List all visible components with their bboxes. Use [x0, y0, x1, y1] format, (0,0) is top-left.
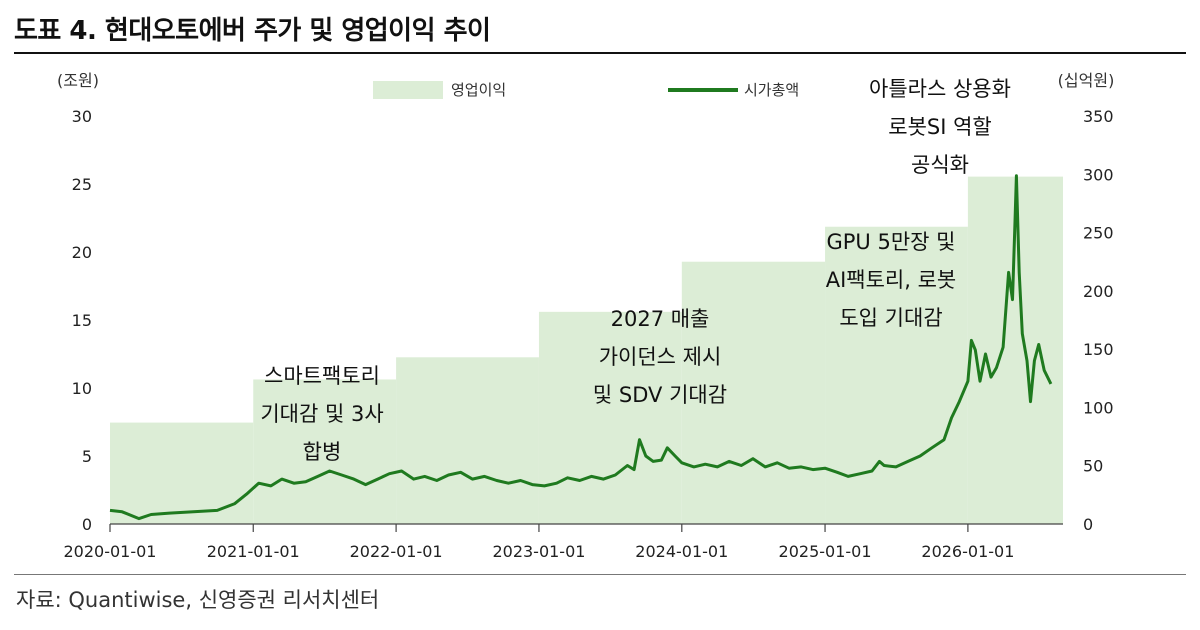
- annotation-line: AI팩토리, 로봇: [826, 268, 957, 292]
- annotation-line: 2027 매출: [611, 307, 710, 331]
- profit-step-bar: [110, 422, 254, 524]
- x-tick-label: 2020-01-01: [64, 542, 157, 561]
- right-tick-label: 300: [1083, 165, 1114, 184]
- x-tick-label: 2021-01-01: [207, 542, 300, 561]
- left-tick-label: 20: [72, 243, 92, 262]
- annotation-line: 기대감 및 3사: [260, 402, 383, 426]
- profit-step-bar: [538, 311, 682, 524]
- right-tick-label: 50: [1083, 457, 1103, 476]
- left-tick-label: 15: [72, 311, 92, 330]
- legend-line-label: 시가총액: [744, 81, 799, 99]
- right-tick-label: 0: [1083, 515, 1093, 534]
- profit-step-bar: [681, 261, 826, 524]
- annotation-line: 로봇SI 역할: [888, 115, 991, 139]
- right-axis-unit: (십억원): [1058, 71, 1115, 90]
- market-cap-path: [109, 174, 1053, 521]
- x-tick-label: 2023-01-01: [492, 542, 585, 561]
- right-tick-label: 250: [1083, 224, 1114, 243]
- legend: 영업이익 시가총액: [373, 81, 799, 99]
- annotation-line: 및 SDV 기대감: [593, 383, 727, 407]
- legend-area-swatch: [373, 81, 443, 99]
- title-divider: [14, 52, 1186, 54]
- annotation-line: 스마트팩토리: [264, 364, 380, 388]
- left-tick-label: 30: [72, 107, 92, 126]
- annotation-line: 공식화: [911, 153, 969, 177]
- annotation-line: 도입 기대감: [839, 306, 942, 330]
- left-tick-label: 0: [82, 515, 92, 534]
- x-tick-label: 2024-01-01: [635, 542, 728, 561]
- profit-step-bar: [396, 357, 539, 524]
- figure-title: 도표 4. 현대오토에버 주가 및 영업이익 추이: [14, 16, 491, 46]
- legend-area-label: 영업이익: [451, 81, 506, 99]
- left-axis-unit: (조원): [57, 71, 99, 90]
- left-tick-label: 25: [72, 175, 92, 194]
- x-tick-label: 2026-01-01: [921, 542, 1014, 561]
- right-tick-label: 150: [1083, 340, 1114, 359]
- source-note: 자료: Quantiwise, 신영증권 리서치센터: [16, 588, 380, 612]
- chart-axes: 0510152025300501001502002503003502020-01…: [64, 107, 1114, 561]
- left-tick-label: 10: [72, 379, 92, 398]
- market-cap-line: [109, 174, 1053, 521]
- annotation-line: 아틀라스 상용화: [869, 77, 1011, 101]
- operating-profit-area: [110, 176, 1063, 525]
- left-tick-label: 5: [82, 447, 92, 466]
- footer-divider: [14, 574, 1186, 575]
- profit-step-bar: [253, 379, 397, 524]
- x-tick-label: 2025-01-01: [779, 542, 872, 561]
- annotation-line: GPU 5만장 및: [827, 230, 956, 254]
- right-tick-label: 350: [1083, 107, 1114, 126]
- x-tick-label: 2022-01-01: [350, 542, 443, 561]
- right-tick-label: 100: [1083, 398, 1114, 417]
- chart: 0510152025300501001502002503003502020-01…: [57, 71, 1115, 561]
- annotation-line: 가이던스 제시: [599, 345, 722, 369]
- right-tick-label: 200: [1083, 282, 1114, 301]
- profit-step-bar: [825, 226, 968, 524]
- annotation-line: 합병: [303, 440, 342, 464]
